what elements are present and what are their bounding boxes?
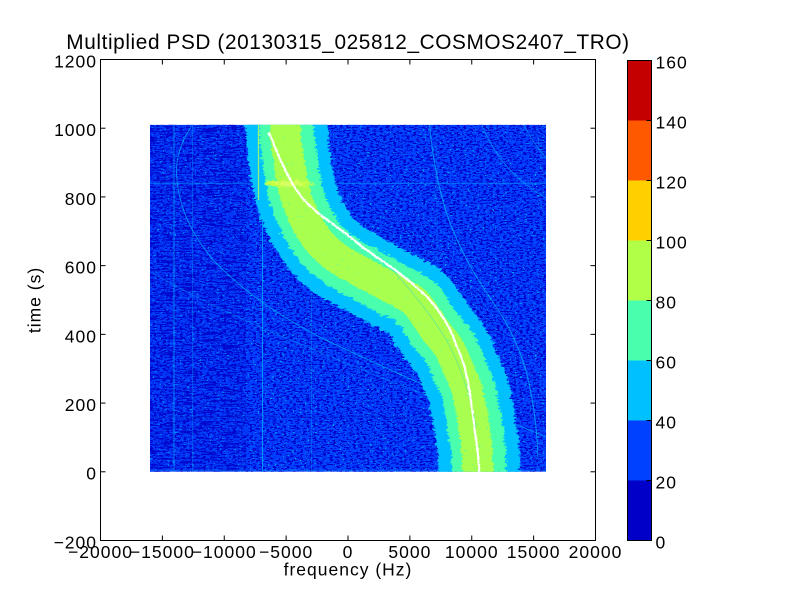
svg-text:−20000: −20000 xyxy=(68,542,133,562)
svg-text:10000: 10000 xyxy=(445,542,499,562)
svg-text:0: 0 xyxy=(343,542,354,562)
svg-text:400: 400 xyxy=(65,326,97,346)
svg-text:100: 100 xyxy=(656,232,688,252)
svg-text:−200: −200 xyxy=(54,532,97,552)
svg-text:0: 0 xyxy=(656,532,667,552)
svg-text:40: 40 xyxy=(656,412,677,432)
svg-text:1000: 1000 xyxy=(54,120,97,140)
svg-text:15000: 15000 xyxy=(507,542,561,562)
svg-text:5000: 5000 xyxy=(388,542,431,562)
svg-text:time (s): time (s) xyxy=(25,267,45,333)
svg-text:−10000: −10000 xyxy=(192,542,257,562)
svg-text:120: 120 xyxy=(656,172,688,192)
svg-text:frequency (Hz): frequency (Hz) xyxy=(284,560,413,580)
svg-text:60: 60 xyxy=(656,352,677,372)
svg-text:160: 160 xyxy=(656,52,688,72)
svg-text:Multiplied PSD (20130315_02581: Multiplied PSD (20130315_025812_COSMOS24… xyxy=(66,31,629,54)
svg-text:20: 20 xyxy=(656,472,677,492)
svg-text:600: 600 xyxy=(65,258,97,278)
svg-text:200: 200 xyxy=(65,395,97,415)
svg-text:20000: 20000 xyxy=(569,542,623,562)
svg-text:80: 80 xyxy=(656,292,677,312)
svg-text:800: 800 xyxy=(65,189,97,209)
svg-text:0: 0 xyxy=(86,464,97,484)
svg-text:−15000: −15000 xyxy=(130,542,195,562)
svg-text:1200: 1200 xyxy=(54,51,97,71)
svg-text:−5000: −5000 xyxy=(259,542,313,562)
svg-text:140: 140 xyxy=(656,112,688,132)
